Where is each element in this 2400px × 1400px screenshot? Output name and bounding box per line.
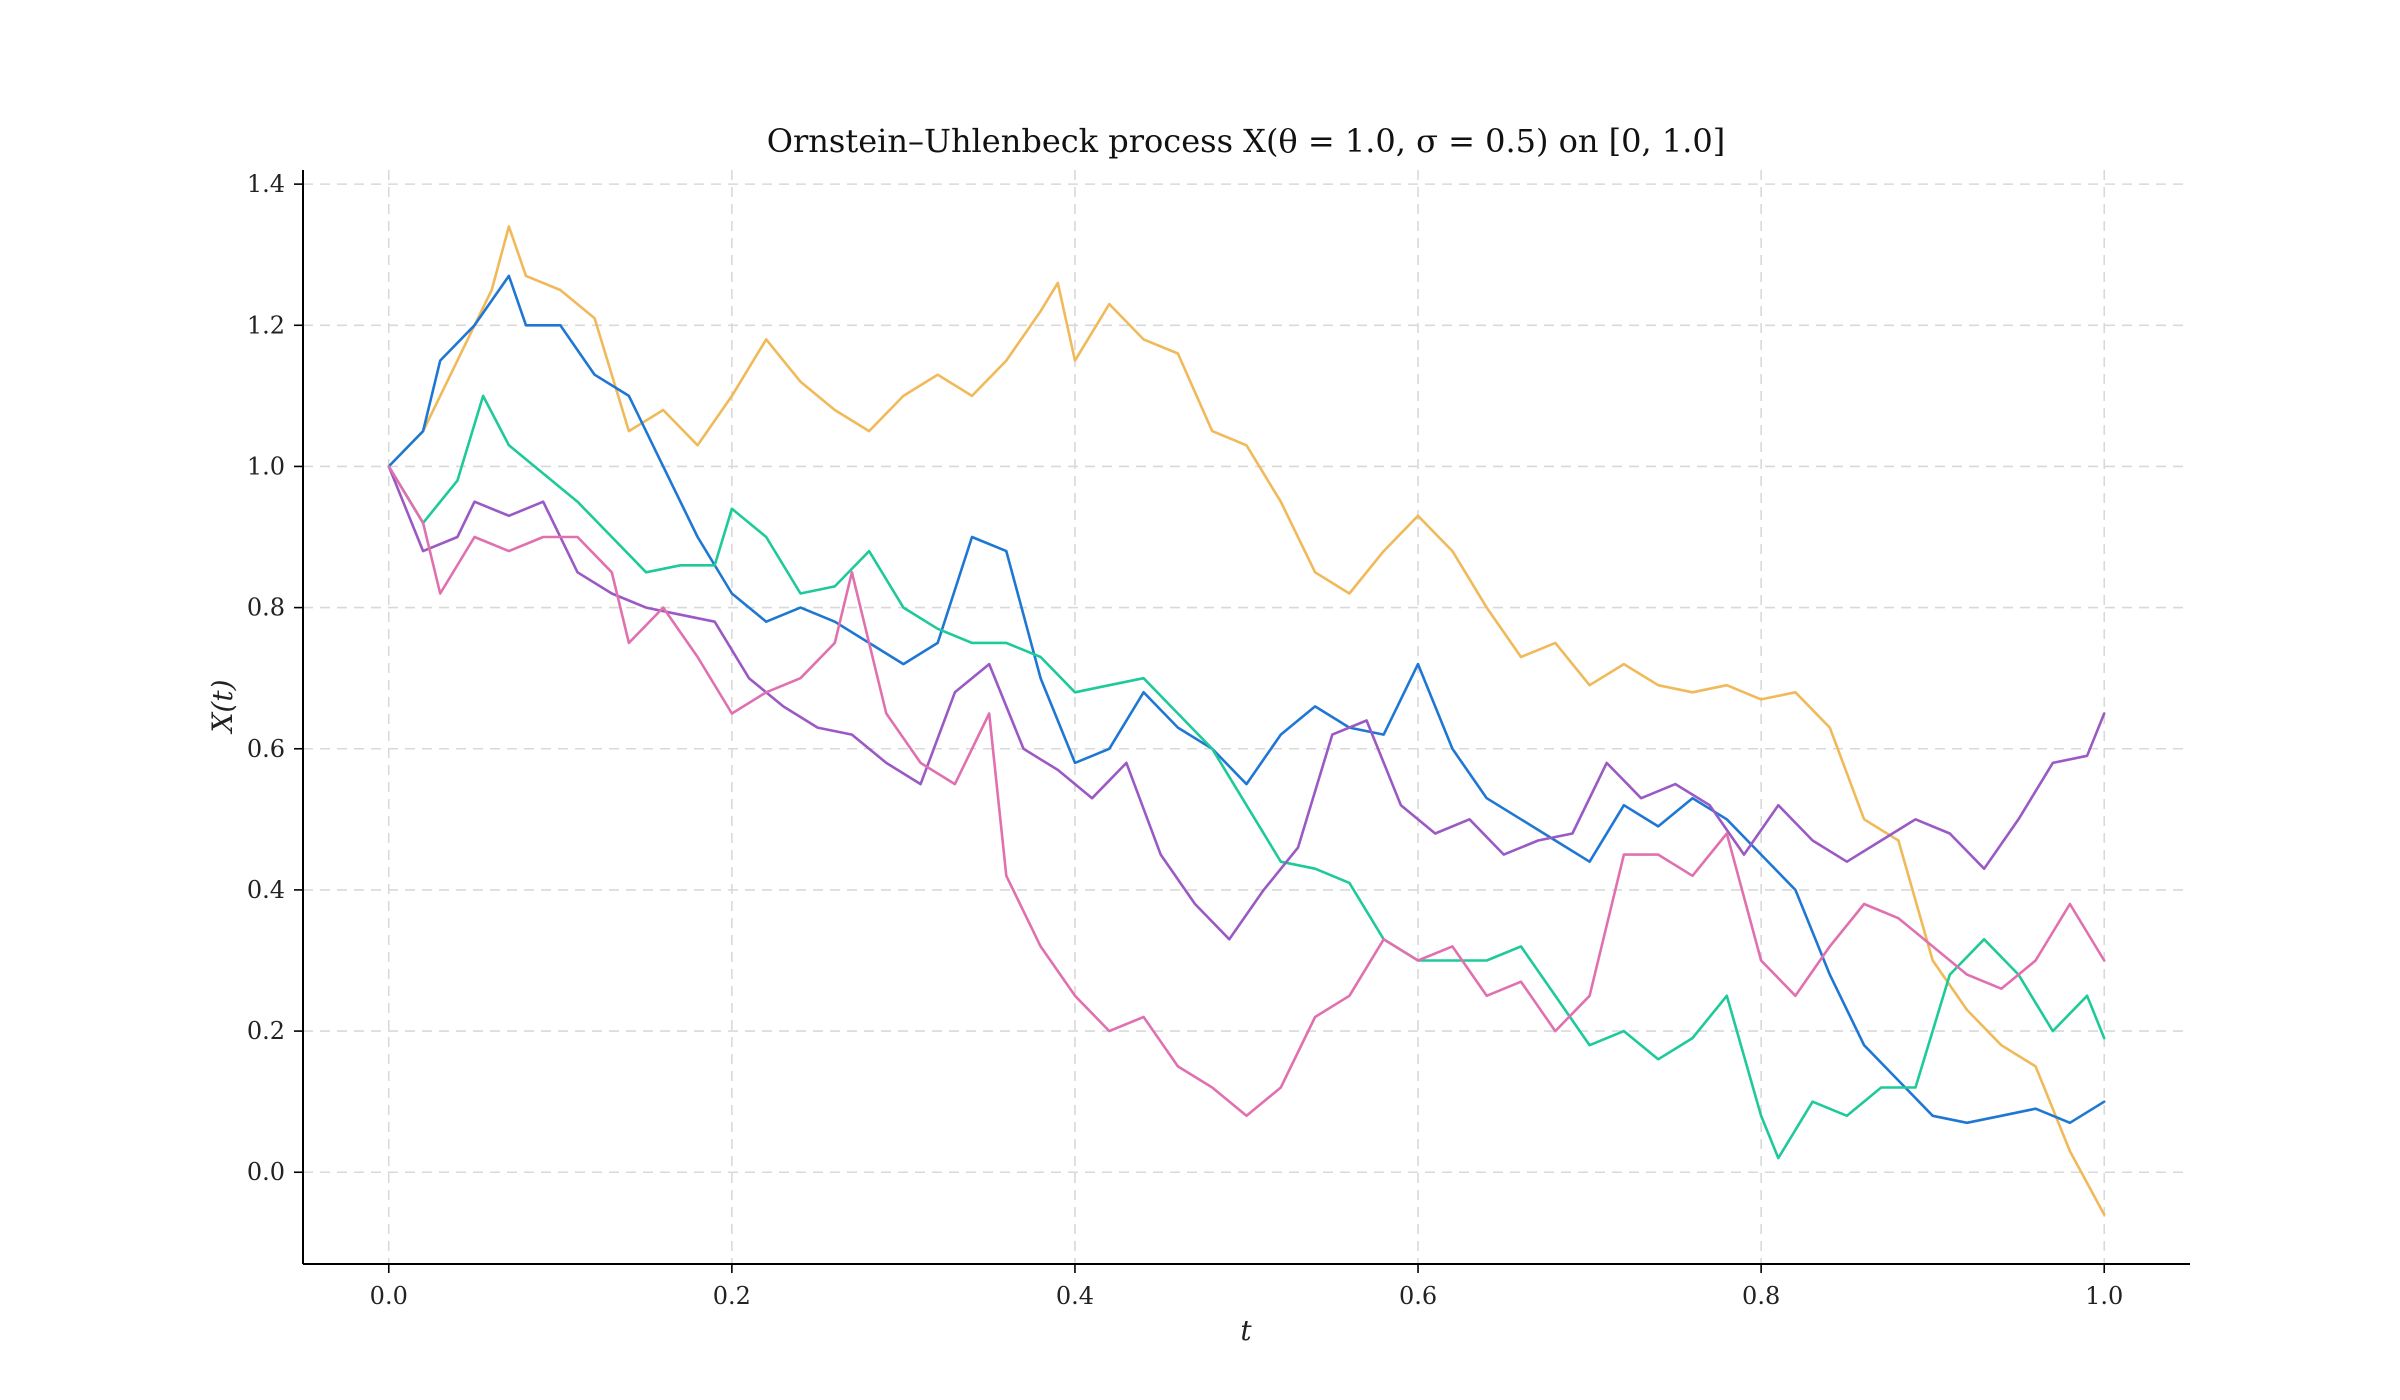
tick-layer: 0.0 0.2 0.4 0.6 0.8 1.0 0.0 0.2 0.4 0.6 0.8 1.0 1.2 1… (247, 170, 2123, 1310)
x-tick-label: 0.4 (1056, 1282, 1094, 1310)
x-tick-label: 0.6 (1399, 1282, 1437, 1310)
y-tick-label: 0.8 (247, 594, 285, 622)
x-tick-label: 0.2 (713, 1282, 751, 1310)
x-tick-label: 0.0 (370, 1282, 408, 1310)
axes-layer (302, 170, 2190, 1265)
series-line-2 (387, 274, 2106, 1125)
chart-title: Ornstein–Uhlenbeck process X(θ = 1.0, σ … (767, 122, 1725, 160)
x-tick-label: 0.8 (1742, 1282, 1780, 1310)
y-tick-label: 0.0 (247, 1158, 285, 1186)
series-layer (387, 225, 2106, 1216)
y-tick-label: 1.4 (247, 170, 285, 198)
grid-layer (303, 170, 2190, 1264)
y-tick-label: 0.6 (247, 735, 285, 763)
series-line-4 (387, 465, 2106, 941)
x-tick-label: 1.0 (2085, 1282, 2123, 1310)
series-line-3 (387, 394, 2106, 1160)
y-tick-label: 0.2 (247, 1017, 285, 1045)
y-tick-label: 1.0 (247, 452, 285, 480)
x-axis-label: t (1240, 1314, 1252, 1347)
y-tick-label: 1.2 (247, 311, 285, 339)
y-axis-label: X(t) (206, 679, 239, 734)
y-tick-label: 0.4 (247, 876, 285, 904)
series-line-5 (387, 465, 2106, 1118)
series-line-1 (387, 225, 2106, 1216)
